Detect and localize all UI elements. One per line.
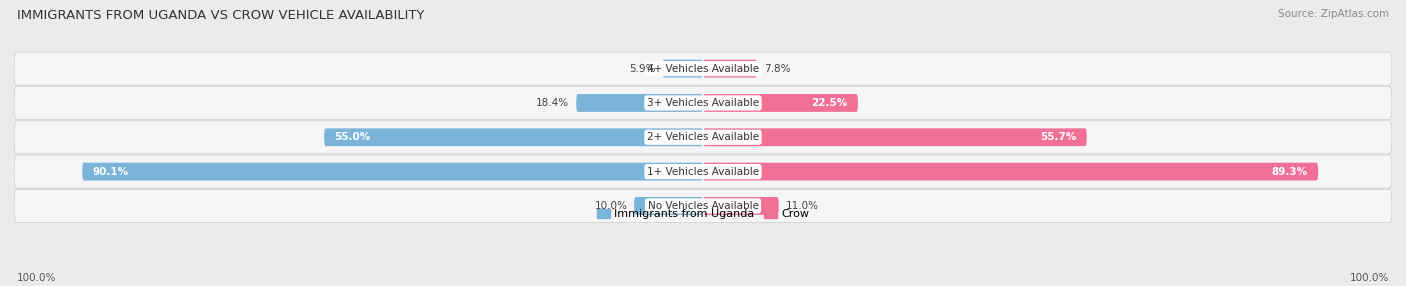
FancyBboxPatch shape xyxy=(703,197,779,215)
FancyBboxPatch shape xyxy=(14,155,1392,188)
FancyBboxPatch shape xyxy=(703,128,1087,146)
FancyBboxPatch shape xyxy=(14,121,1392,154)
FancyBboxPatch shape xyxy=(703,163,1319,180)
FancyBboxPatch shape xyxy=(14,86,1392,120)
Text: No Vehicles Available: No Vehicles Available xyxy=(648,201,758,211)
Text: 100.0%: 100.0% xyxy=(1350,273,1389,283)
Legend: Immigrants from Uganda, Crow: Immigrants from Uganda, Crow xyxy=(596,209,810,219)
Text: Source: ZipAtlas.com: Source: ZipAtlas.com xyxy=(1278,9,1389,19)
FancyBboxPatch shape xyxy=(703,60,756,78)
Text: 7.8%: 7.8% xyxy=(763,64,790,74)
FancyBboxPatch shape xyxy=(634,197,703,215)
Text: 1+ Vehicles Available: 1+ Vehicles Available xyxy=(647,167,759,176)
Text: 11.0%: 11.0% xyxy=(786,201,818,211)
FancyBboxPatch shape xyxy=(83,163,703,180)
FancyBboxPatch shape xyxy=(14,52,1392,85)
Text: 4+ Vehicles Available: 4+ Vehicles Available xyxy=(647,64,759,74)
Text: 55.0%: 55.0% xyxy=(335,132,371,142)
Text: 89.3%: 89.3% xyxy=(1272,167,1308,176)
Text: 18.4%: 18.4% xyxy=(536,98,569,108)
Text: IMMIGRANTS FROM UGANDA VS CROW VEHICLE AVAILABILITY: IMMIGRANTS FROM UGANDA VS CROW VEHICLE A… xyxy=(17,9,425,21)
Text: 3+ Vehicles Available: 3+ Vehicles Available xyxy=(647,98,759,108)
Text: 90.1%: 90.1% xyxy=(93,167,129,176)
FancyBboxPatch shape xyxy=(576,94,703,112)
FancyBboxPatch shape xyxy=(14,189,1392,223)
Text: 55.7%: 55.7% xyxy=(1040,132,1077,142)
Text: 2+ Vehicles Available: 2+ Vehicles Available xyxy=(647,132,759,142)
Text: 100.0%: 100.0% xyxy=(17,273,56,283)
FancyBboxPatch shape xyxy=(662,60,703,78)
Text: 5.9%: 5.9% xyxy=(628,64,655,74)
FancyBboxPatch shape xyxy=(323,128,703,146)
FancyBboxPatch shape xyxy=(703,94,858,112)
Text: 22.5%: 22.5% xyxy=(811,98,848,108)
Text: 10.0%: 10.0% xyxy=(595,201,627,211)
